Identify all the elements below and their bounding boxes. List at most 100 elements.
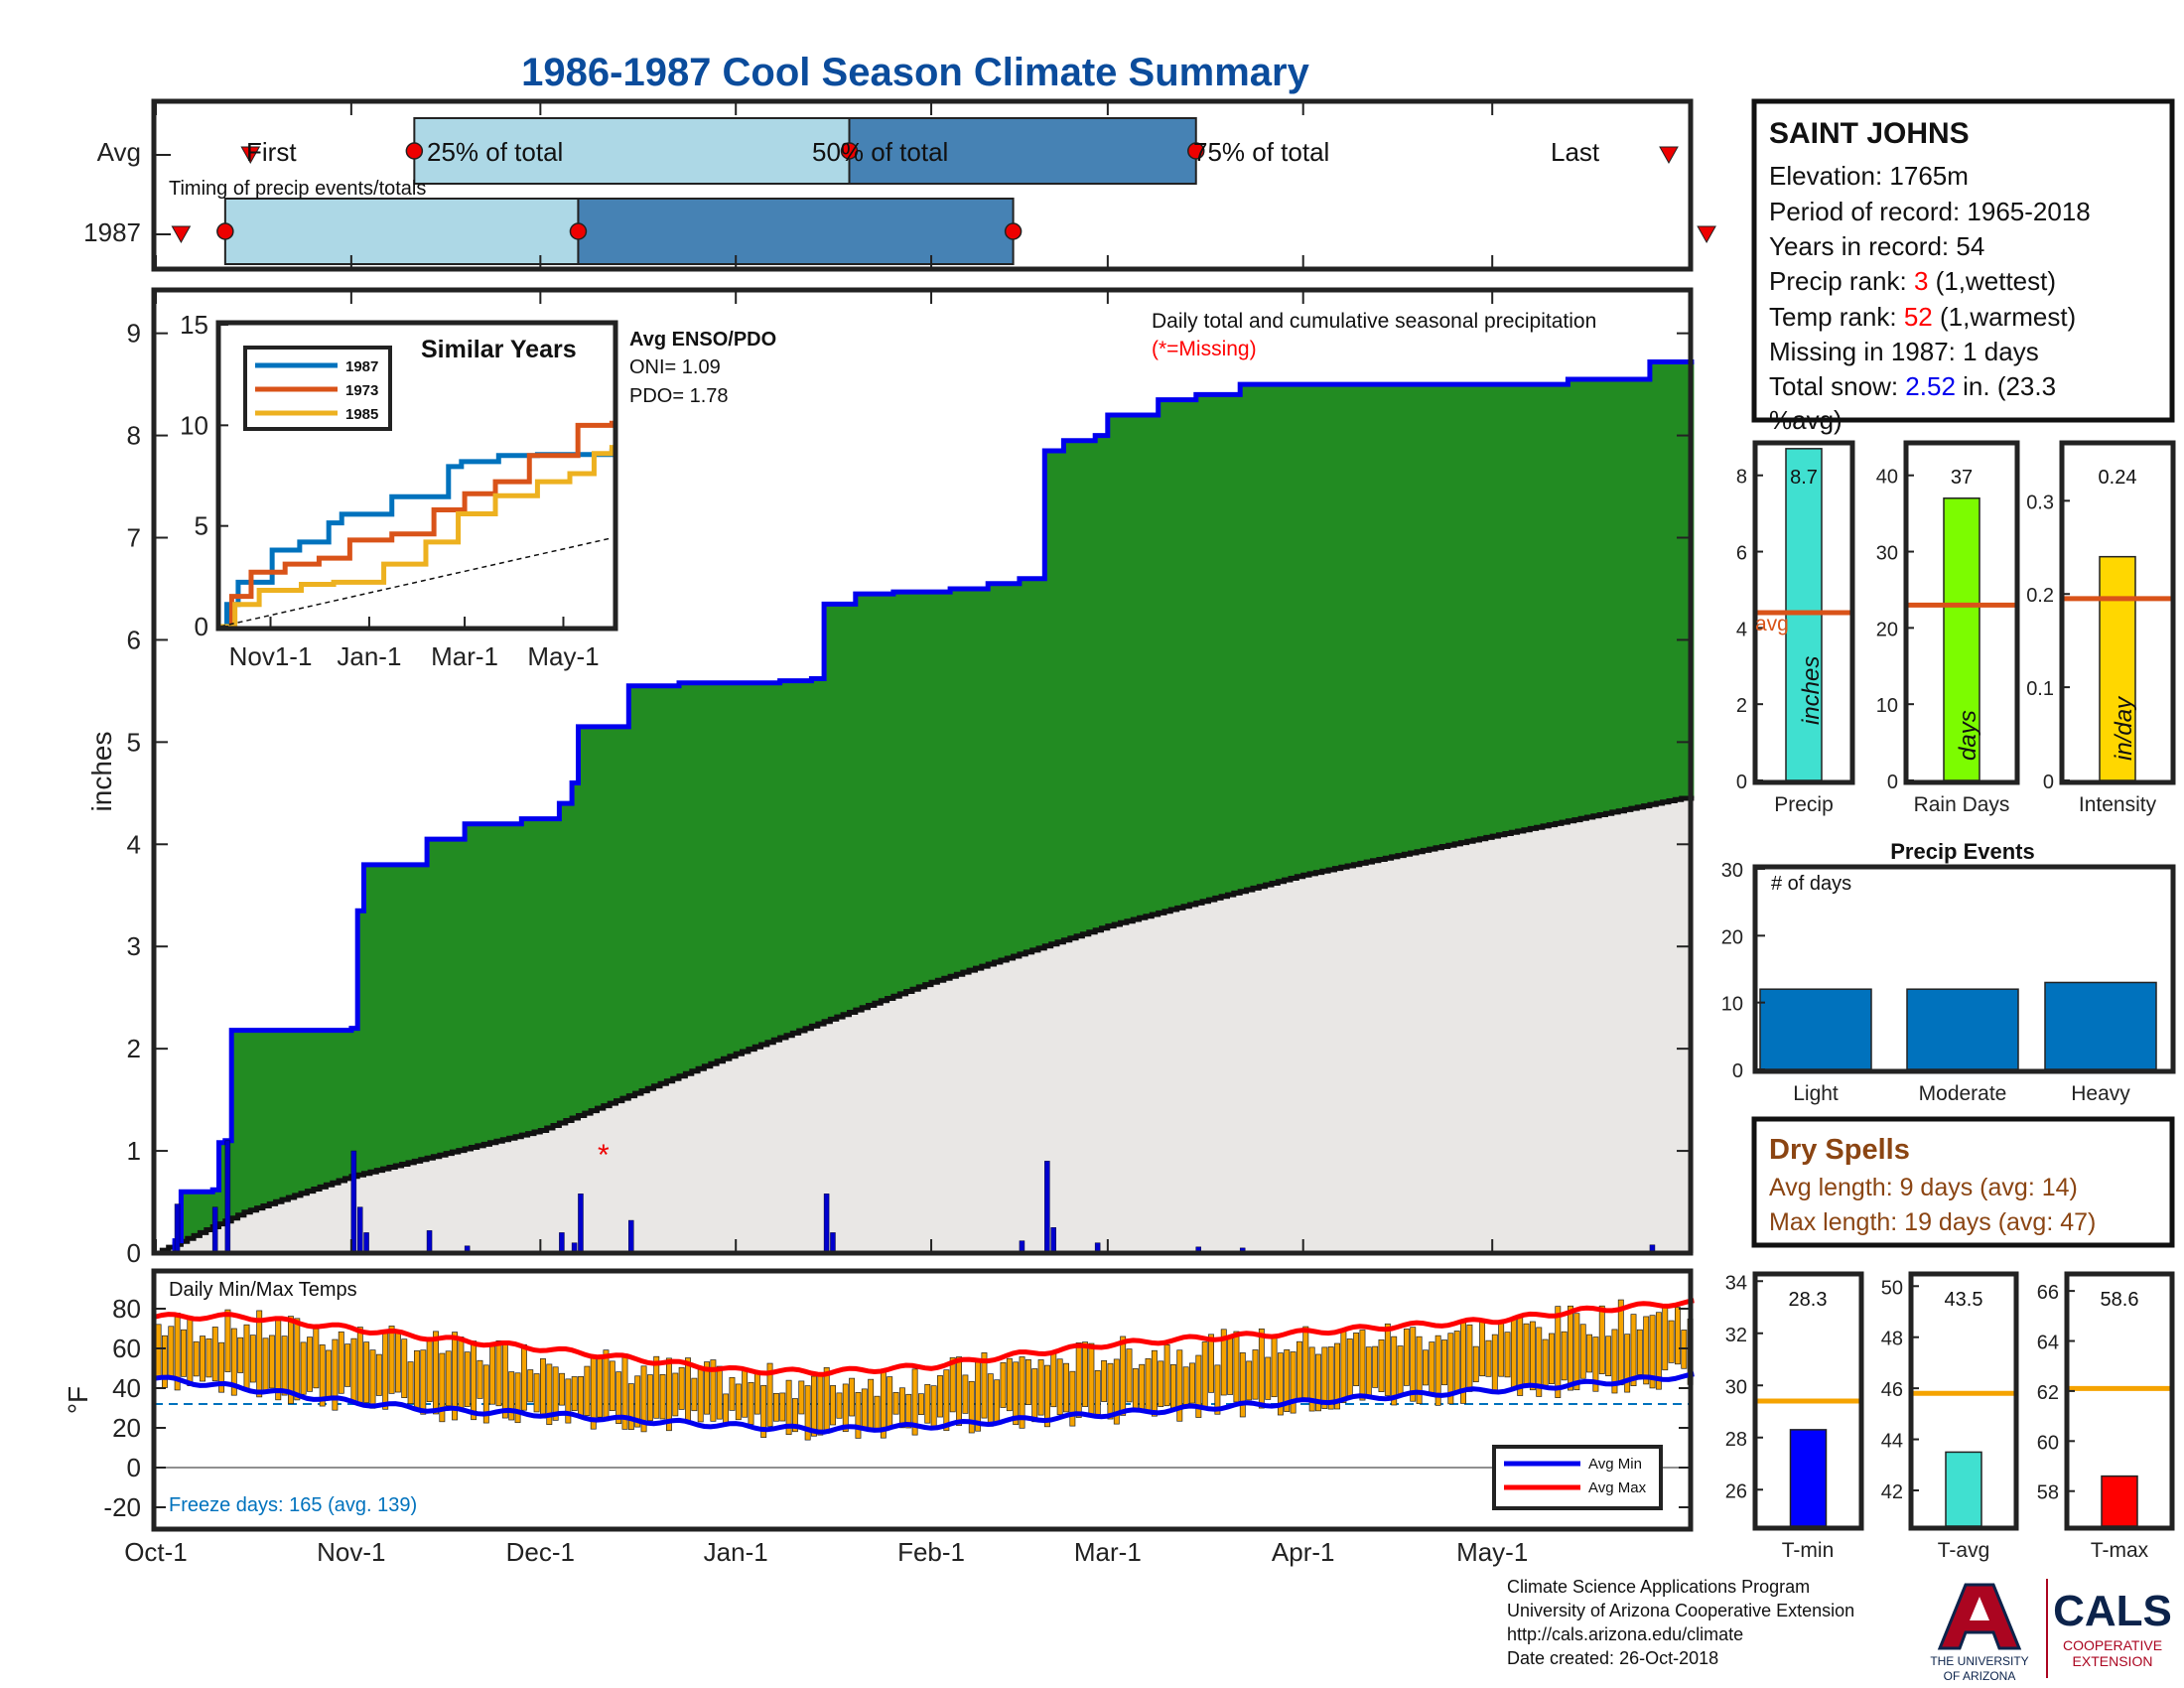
daily-temp-bar bbox=[981, 1352, 988, 1419]
main-xtick-label: Oct-1 bbox=[124, 1537, 188, 1567]
daily-temp-bar bbox=[1555, 1306, 1562, 1398]
daily-temp-bar bbox=[458, 1336, 465, 1411]
daily-precip-bar bbox=[426, 1230, 433, 1254]
daily-temp-bar bbox=[1233, 1331, 1240, 1403]
intensity-stat-chart: 0 0.1 0.2 0.3 Intensity 0.24 in/day bbox=[2026, 440, 2176, 816]
daily-temp-bar bbox=[1429, 1341, 1435, 1395]
daily-temp-bar bbox=[363, 1341, 370, 1403]
stat-ytick-label: 32 bbox=[1725, 1325, 1747, 1346]
daily-temp-bar bbox=[288, 1316, 294, 1404]
main-precip-panel: * 0 1 2 3 4 5 6 7 8 9 Oct-1 Nov-1 Dec-1 Jan-1 Feb-1 Mar-… bbox=[86, 101, 1695, 1567]
legend-label-1985: 1985 bbox=[345, 406, 378, 423]
tmax-stat-chart: 58 60 62 64 66 T-max 58.6 bbox=[2037, 1271, 2175, 1562]
precip-stat-marks: 0 2 4 6 8 bbox=[1736, 448, 1852, 793]
daily-temp-bar bbox=[1158, 1360, 1164, 1407]
stat-ytick-label: 30 bbox=[1725, 1376, 1747, 1398]
daily-temp-bar bbox=[249, 1335, 256, 1383]
daily-temp-bar bbox=[1258, 1328, 1265, 1409]
timing-avg-bar-25-50 bbox=[413, 117, 851, 185]
daily-temp-bar bbox=[578, 1376, 585, 1418]
intensity-stat-frame bbox=[2059, 440, 2176, 785]
daily-temp-bar bbox=[193, 1340, 200, 1377]
stat-ytick-label: 46 bbox=[1881, 1379, 1903, 1401]
daily-temp-bar bbox=[508, 1371, 515, 1421]
daily-temp-bar bbox=[634, 1375, 641, 1428]
daily-temp-bar bbox=[1176, 1349, 1183, 1422]
daily-temp-bar bbox=[350, 1337, 357, 1403]
daily-temp-bar bbox=[1624, 1334, 1631, 1393]
daily-temp-bar bbox=[1296, 1340, 1302, 1401]
daily-precip-bar bbox=[628, 1219, 634, 1254]
raindays-stat-frame bbox=[1903, 440, 2020, 785]
temp-ytick-label: 60 bbox=[112, 1334, 141, 1363]
cals-sub2: EXTENSION bbox=[2073, 1653, 2153, 1669]
tmin-stat-value: 28.3 bbox=[1789, 1289, 1828, 1311]
station-snow: Total snow: 2.52 in. (23.3 bbox=[1769, 371, 2056, 401]
daily-temp-bar bbox=[1504, 1332, 1511, 1378]
stat-ytick-label: 48 bbox=[1881, 1329, 1903, 1350]
daily-temp-bar bbox=[445, 1350, 452, 1407]
daily-precip-bar bbox=[559, 1232, 565, 1254]
daily-temp-bar bbox=[401, 1338, 408, 1398]
daily-temp-bar bbox=[1447, 1333, 1454, 1405]
daily-temp-bar bbox=[256, 1310, 263, 1398]
daily-temp-bar bbox=[514, 1372, 521, 1424]
stat-ytick-label: 64 bbox=[2037, 1333, 2059, 1354]
daily-temp-bar bbox=[181, 1329, 187, 1377]
daily-temp-bar bbox=[615, 1371, 622, 1424]
daily-temp-bar bbox=[313, 1328, 320, 1389]
daily-temp-bar bbox=[1139, 1363, 1146, 1412]
raindays-stat-label: Rain Days bbox=[1914, 793, 2010, 816]
daily-temp-bar bbox=[1598, 1305, 1605, 1374]
daily-temp-bar bbox=[1434, 1335, 1441, 1406]
stat-ytick-label: 0.2 bbox=[2026, 585, 2054, 607]
tavg-stat-marks: 42 44 46 48 50 bbox=[1881, 1277, 2016, 1527]
daily-temp-bar bbox=[1617, 1299, 1624, 1386]
daily-temp-bar bbox=[1334, 1342, 1340, 1410]
daily-temp-bar bbox=[1630, 1314, 1637, 1387]
daily-temp-bar bbox=[1372, 1345, 1379, 1388]
daily-temp-bar bbox=[1655, 1312, 1662, 1390]
inset-xtick-label: Nov1-1 bbox=[229, 641, 313, 671]
daily-temp-bar bbox=[1573, 1313, 1580, 1391]
daily-temp-bar bbox=[1674, 1307, 1681, 1365]
cals-sub1: COOPERATIVE bbox=[2063, 1637, 2162, 1653]
intensity-stat-value: 0.24 bbox=[2099, 467, 2137, 489]
dry-spells-box: Dry Spells Avg length: 9 days (avg: 14) … bbox=[1751, 1116, 2175, 1248]
footer-line1: Climate Science Applications Program bbox=[1507, 1577, 1810, 1597]
main-ytick-label: 4 bbox=[127, 829, 141, 859]
daily-temp-bar bbox=[1075, 1342, 1082, 1418]
daily-temp-bar bbox=[1056, 1358, 1063, 1416]
daily-temp-bar bbox=[949, 1356, 956, 1413]
daily-temp-bar bbox=[1579, 1324, 1586, 1379]
main-precip-marks: * 0 1 2 3 4 5 6 7 8 9 Oct-1 Nov-1 Dec-1 Jan-1 Feb-1 Mar-… bbox=[124, 101, 1695, 1567]
daily-temp-bar bbox=[1479, 1320, 1486, 1377]
daily-temp-bar bbox=[1568, 1305, 1573, 1391]
stat-ytick-label: 62 bbox=[2037, 1382, 2059, 1404]
daily-temp-bar bbox=[943, 1369, 950, 1432]
daily-temp-bar bbox=[1536, 1327, 1543, 1397]
daily-temp-bar bbox=[842, 1383, 849, 1433]
freeze-days: Freeze days: 165 (avg. 139) bbox=[169, 1494, 417, 1516]
stat-ytick-label: 44 bbox=[1881, 1431, 1903, 1453]
daily-temp-bar bbox=[1195, 1354, 1202, 1418]
daily-temp-bar bbox=[1189, 1362, 1195, 1404]
daily-temp-bar bbox=[766, 1362, 773, 1427]
daily-temp-bar bbox=[791, 1398, 798, 1433]
precip-stat-frame bbox=[1752, 440, 1855, 785]
main-xtick-label: May-1 bbox=[1456, 1537, 1528, 1567]
daily-temp-bar bbox=[785, 1379, 792, 1436]
daily-temp-bar bbox=[1082, 1341, 1088, 1407]
temp-legend-box bbox=[1492, 1445, 1663, 1510]
station-snow-pct: %avg) bbox=[1769, 405, 1843, 435]
daily-temp-bar bbox=[1101, 1359, 1108, 1402]
enso-pdo: PDO= 1.78 bbox=[629, 385, 729, 407]
daily-temp-bar bbox=[326, 1349, 333, 1399]
daily-temp-bar bbox=[1302, 1326, 1309, 1400]
inset-ytick-label: 5 bbox=[195, 511, 208, 541]
daily-temp-bar bbox=[1542, 1338, 1549, 1389]
daily-temp-bar bbox=[1284, 1348, 1291, 1412]
tmax-stat-marks: 58 60 62 64 66 bbox=[2037, 1282, 2172, 1527]
daily-temp-bar bbox=[798, 1380, 805, 1415]
daily-temp-bar bbox=[1214, 1364, 1221, 1415]
